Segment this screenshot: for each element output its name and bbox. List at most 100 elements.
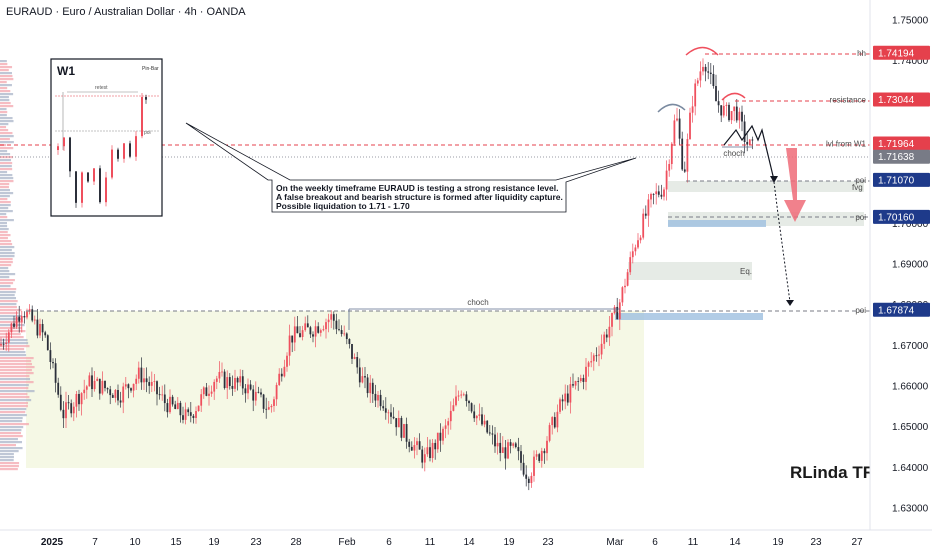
- candle-body: [166, 403, 169, 413]
- candle-body: [145, 378, 148, 383]
- price-tag-value: 1.74194: [878, 48, 915, 59]
- candle-body: [122, 386, 125, 403]
- volume-profile-bar: [0, 321, 24, 324]
- candle-body: [730, 111, 733, 121]
- candle-body: [572, 384, 574, 386]
- candle-body: [579, 378, 582, 382]
- volume-profile-bar: [0, 210, 13, 213]
- volume-profile-bar: [0, 231, 8, 234]
- candle-body: [556, 411, 559, 428]
- candle-body: [663, 189, 665, 197]
- volume-profile-bar: [0, 93, 14, 96]
- candle-body: [67, 402, 70, 404]
- volume-profile-bar: [0, 345, 30, 348]
- candle-body: [520, 451, 522, 463]
- candle-body: [538, 454, 541, 461]
- candle-body: [733, 106, 736, 112]
- candle-body: [83, 389, 86, 394]
- volume-profile-bar: [0, 324, 25, 327]
- candle-body: [218, 371, 221, 379]
- candle-body: [62, 409, 65, 419]
- volume-profile-bar: [0, 387, 29, 390]
- volume-profile-bar: [0, 222, 7, 225]
- time-tick-label: 2025: [41, 537, 64, 548]
- price-tag-value: 1.73044: [878, 95, 915, 106]
- candle-body: [156, 381, 158, 395]
- candle-body: [223, 371, 226, 389]
- candle-body: [585, 366, 587, 382]
- candle-body: [137, 367, 140, 379]
- volume-profile-bar: [0, 456, 14, 459]
- volume-profile-bar: [0, 195, 10, 198]
- time-axis-panel: [0, 530, 932, 550]
- candle-body: [70, 403, 73, 414]
- candle-body: [330, 314, 333, 320]
- candle-body: [535, 454, 538, 457]
- blue-liquidity-bar-upper: [668, 220, 766, 227]
- volume-profile-bar: [0, 99, 10, 102]
- candle-body: [262, 394, 265, 409]
- w1-inset: W1 Pin-Bar retest poi: [50, 58, 163, 217]
- mini-candle-body: [111, 149, 113, 178]
- candle-body: [5, 342, 8, 345]
- candle-body: [743, 121, 746, 142]
- candle-body: [655, 191, 658, 195]
- candle-body: [598, 354, 600, 356]
- volume-profile-bar: [0, 297, 17, 300]
- candle-body: [226, 377, 229, 389]
- volume-profile-bar: [0, 180, 14, 183]
- volume-profile-bar: [0, 372, 34, 375]
- volume-profile-bar: [0, 444, 17, 447]
- callout-bubble: [185, 122, 637, 213]
- candle-body: [314, 326, 317, 337]
- candle-body: [371, 382, 374, 394]
- candle-body: [174, 404, 177, 409]
- volume-profile-bar: [0, 426, 24, 429]
- candle-body: [179, 402, 182, 416]
- candle-body: [52, 361, 54, 364]
- candle-body: [202, 387, 205, 395]
- time-tick-label: 11: [425, 537, 436, 548]
- volume-profile-bar: [0, 66, 13, 69]
- candle-body: [741, 111, 743, 122]
- candle-body: [499, 442, 502, 453]
- projection-path: [723, 124, 775, 181]
- candle-body: [286, 355, 288, 367]
- price-tick-label: 1.65000: [892, 422, 929, 433]
- candle-body: [481, 414, 483, 425]
- candle-body: [392, 416, 395, 419]
- volume-profile-bar: [0, 129, 9, 132]
- price-tick-label: 1.75000: [892, 16, 929, 27]
- candle-body: [148, 382, 151, 386]
- volume-profile-bar: [0, 84, 12, 87]
- candle-body: [728, 104, 730, 121]
- mini-candle-body: [105, 177, 107, 203]
- candle-body: [618, 302, 621, 320]
- volume-profile-bar: [0, 348, 25, 351]
- candle-body: [0, 343, 2, 346]
- candle-body: [670, 143, 673, 165]
- volume-profile-bar: [0, 114, 7, 117]
- time-tick-label: 23: [542, 537, 554, 548]
- mini-candle-body: [57, 146, 59, 150]
- volume-profile-bar: [0, 429, 22, 432]
- volume-profile-bar: [0, 201, 11, 204]
- candle-body: [153, 381, 156, 383]
- candle-body: [2, 343, 5, 345]
- volume-profile-bar: [0, 462, 20, 465]
- candle-body: [309, 327, 312, 335]
- candle-body: [348, 339, 351, 344]
- candle-body: [254, 391, 257, 401]
- candle-body: [751, 139, 754, 141]
- candle-body: [569, 384, 572, 403]
- candle-body: [413, 445, 416, 451]
- candle-body: [273, 399, 275, 406]
- volume-profile-bar: [0, 393, 28, 396]
- mini-candle-body: [141, 97, 143, 137]
- volume-profile-bar: [0, 357, 34, 360]
- volume-profile-bar: [0, 108, 7, 111]
- analysis-callout: On the weekly timeframe EURAUD is testin…: [185, 122, 637, 213]
- candle-body: [665, 170, 668, 190]
- volume-profile-bar: [0, 375, 30, 378]
